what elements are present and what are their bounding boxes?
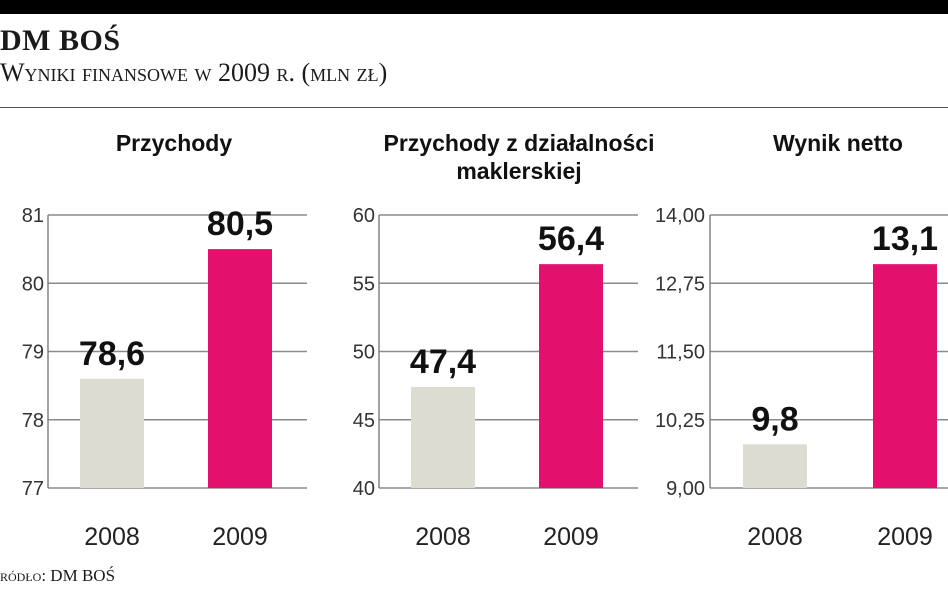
bar-2008	[80, 378, 144, 488]
x-tick-label: 2009	[543, 523, 599, 551]
x-tick-label: 2009	[212, 523, 268, 551]
header-divider	[0, 107, 948, 108]
y-tick-label: 9,00	[666, 478, 705, 500]
y-tick-label: 80	[22, 273, 44, 295]
bar-2009	[208, 249, 272, 488]
data-label: 56,4	[538, 220, 604, 258]
y-tick-label: 11,50	[656, 342, 705, 364]
chart-title: maklerskiej	[456, 158, 581, 184]
data-label: 9,8	[751, 400, 798, 438]
chart-title: Wynik netto	[773, 130, 903, 156]
y-tick-label: 60	[353, 205, 375, 227]
bar-2009	[539, 264, 603, 488]
bar-2009	[873, 264, 937, 488]
y-tick-label: 14,00	[655, 205, 705, 227]
y-tick-label: 79	[22, 342, 44, 364]
y-tick-label: 45	[353, 410, 375, 432]
bar-2008	[411, 386, 475, 488]
y-tick-label: 10,25	[655, 410, 705, 432]
y-tick-label: 12,75	[655, 273, 705, 295]
page-subtitle: Wyniki finansowe w 2009 r. (mln zł)	[0, 58, 388, 87]
y-tick-label: 40	[353, 478, 375, 500]
y-tick-label: 77	[22, 478, 44, 500]
page-title: DM BOŚ	[0, 24, 121, 57]
y-tick-label: 78	[22, 410, 44, 432]
data-label: 13,1	[872, 220, 938, 258]
top-rule	[0, 0, 948, 14]
y-tick-label: 55	[353, 273, 375, 295]
data-label: 80,5	[207, 205, 273, 243]
x-tick-label: 2008	[747, 523, 803, 551]
data-label: 47,4	[410, 343, 476, 381]
chart-title: Przychody	[116, 130, 233, 156]
bar-2008	[743, 444, 807, 488]
x-tick-label: 2008	[84, 523, 140, 551]
x-tick-label: 2009	[877, 523, 933, 551]
source-note: ródło: DM BOŚ	[0, 566, 116, 585]
y-tick-label: 50	[353, 342, 375, 364]
data-label: 78,6	[79, 335, 145, 373]
chart-title: Przychody z działalności	[384, 130, 655, 156]
x-tick-label: 2008	[415, 523, 471, 551]
y-tick-label: 81	[22, 205, 44, 227]
